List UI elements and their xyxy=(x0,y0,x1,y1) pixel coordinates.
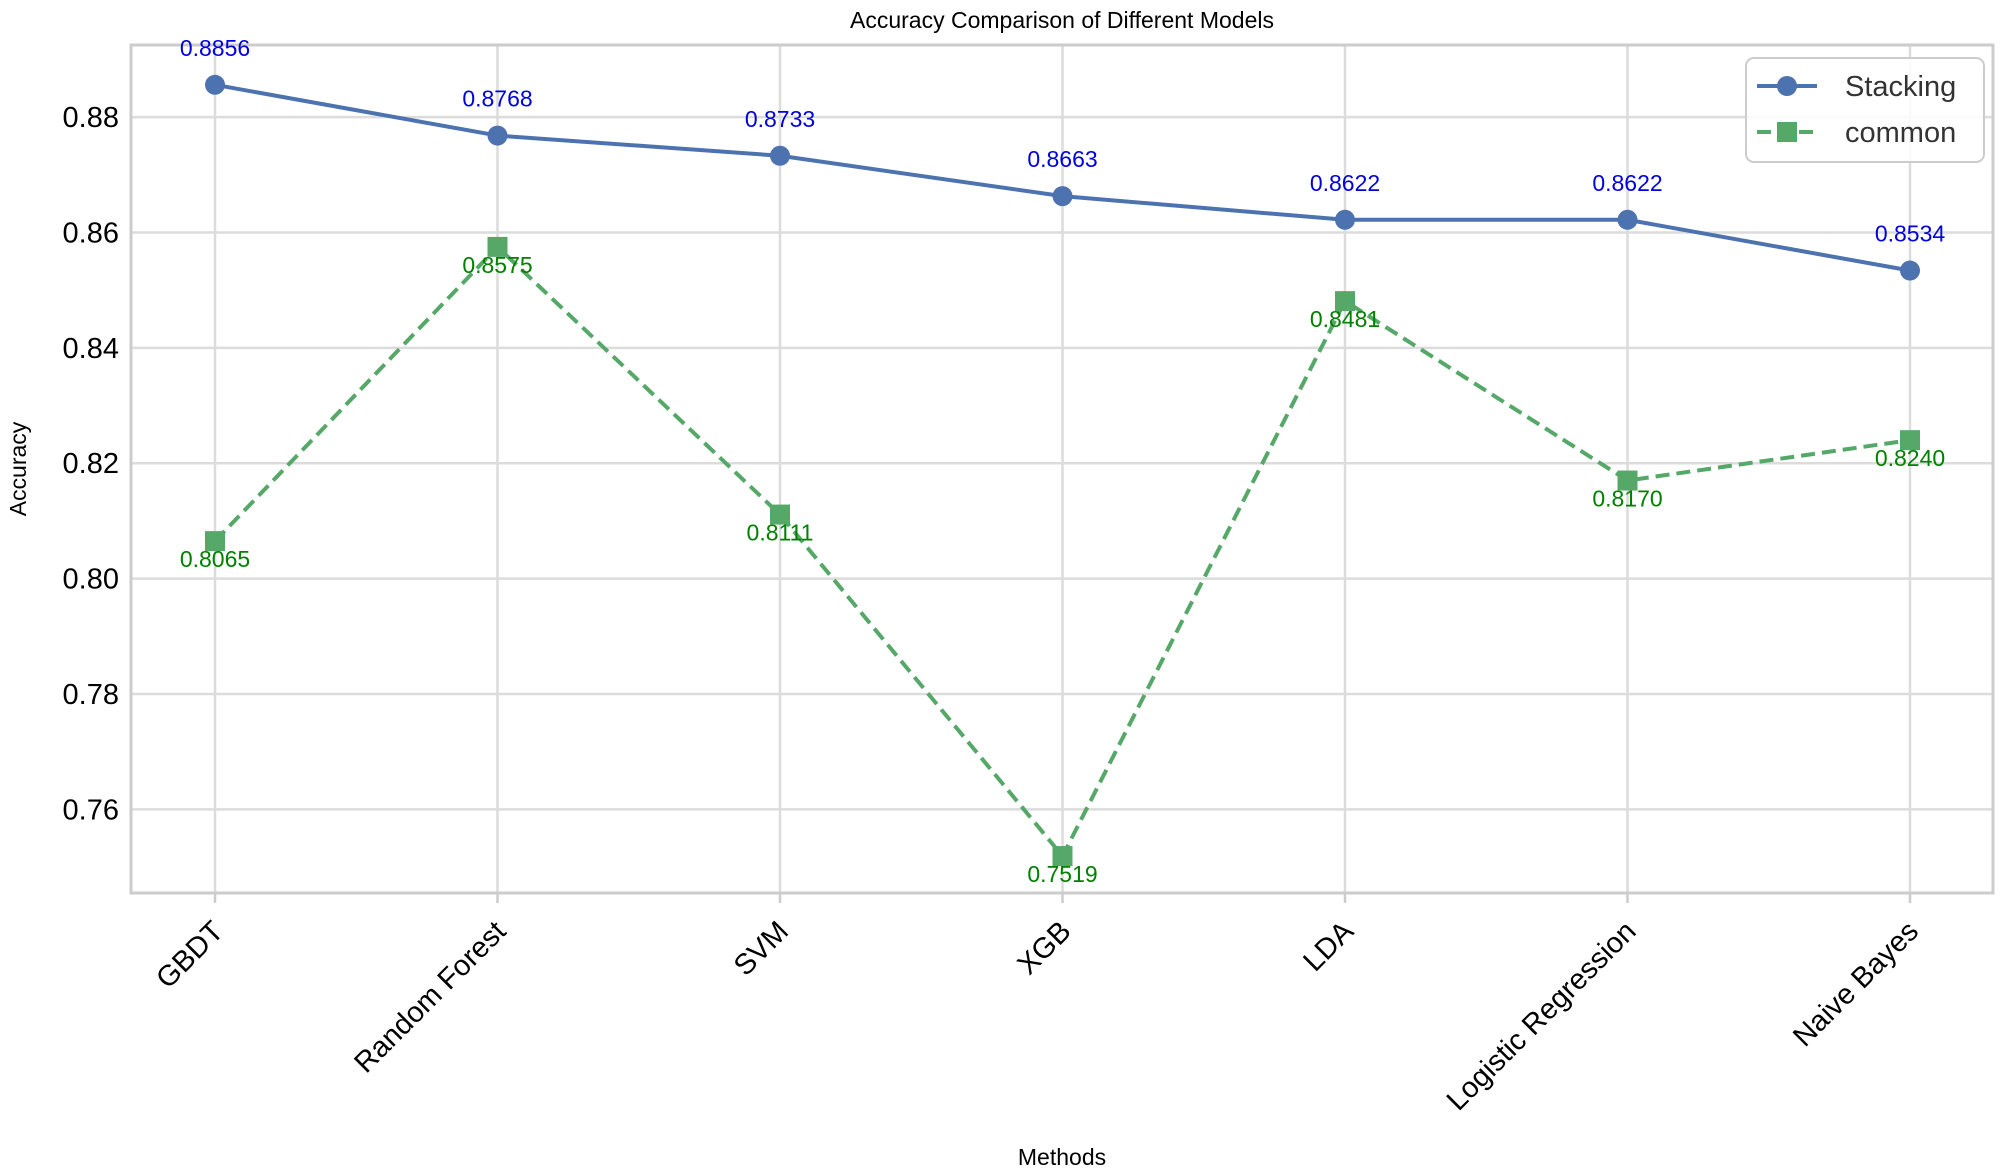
stacking-data-label: 0.8856 xyxy=(180,35,250,61)
y-tick-label: 0.76 xyxy=(63,794,119,826)
common-data-label: 0.7519 xyxy=(1027,861,1097,887)
stacking-data-label: 0.8534 xyxy=(1875,221,1946,247)
stacking-data-label: 0.8622 xyxy=(1310,170,1380,196)
common-data-label: 0.8170 xyxy=(1592,486,1662,512)
x-axis-title: Methods xyxy=(1018,1144,1106,1170)
stacking-point xyxy=(1900,260,1920,281)
common-point xyxy=(1052,846,1073,867)
legend-stacking-marker xyxy=(1777,76,1797,96)
common-data-label: 0.8481 xyxy=(1310,306,1380,332)
legend-stacking-label: Stacking xyxy=(1845,71,1956,103)
y-tick-label: 0.80 xyxy=(63,564,119,596)
y-tick-labels: 0.76 0.78 0.80 0.82 0.84 0.86 0.88 xyxy=(63,102,119,826)
common-point xyxy=(1900,430,1920,451)
stacking-point xyxy=(1052,186,1073,207)
common-point xyxy=(205,531,225,552)
y-tick-label: 0.86 xyxy=(63,217,119,249)
common-data-label: 0.8111 xyxy=(747,520,814,546)
legend-common-marker xyxy=(1777,122,1797,142)
legend: Stacking common xyxy=(1745,57,1985,163)
common-data-label: 0.8575 xyxy=(462,252,532,278)
series-layer: 0.8856 0.8768 0.8733 0.8663 0.8622 0.8622 0.85… xyxy=(180,35,1946,887)
stacking-data-label: 0.8733 xyxy=(745,106,815,132)
y-tick-label: 0.78 xyxy=(63,679,119,711)
common-data-label: 0.8065 xyxy=(180,546,250,572)
common-point xyxy=(487,236,508,257)
y-axis-title: Accuracy xyxy=(5,421,31,516)
y-tick-label: 0.84 xyxy=(63,333,119,365)
y-tick-label: 0.88 xyxy=(63,102,119,134)
stacking-point xyxy=(770,145,790,166)
common-point xyxy=(1617,470,1638,491)
y-tick-label: 0.82 xyxy=(63,448,119,480)
grid xyxy=(131,45,1993,903)
stacking-data-label: 0.8663 xyxy=(1027,146,1097,172)
common-point xyxy=(1335,291,1355,312)
stacking-data-label: 0.8622 xyxy=(1592,170,1662,196)
chart-title: Accuracy Comparison of Different Models xyxy=(850,7,1274,33)
plot-frame xyxy=(129,43,1995,895)
stacking-data-label: 0.8768 xyxy=(462,86,532,112)
stacking-point xyxy=(487,125,508,146)
stacking-point xyxy=(1335,209,1355,230)
common-data-label: 0.8240 xyxy=(1875,445,1945,471)
stacking-point xyxy=(205,74,225,95)
common-point xyxy=(770,504,790,525)
legend-common-label: common xyxy=(1845,117,1956,149)
stacking-point xyxy=(1617,209,1638,230)
